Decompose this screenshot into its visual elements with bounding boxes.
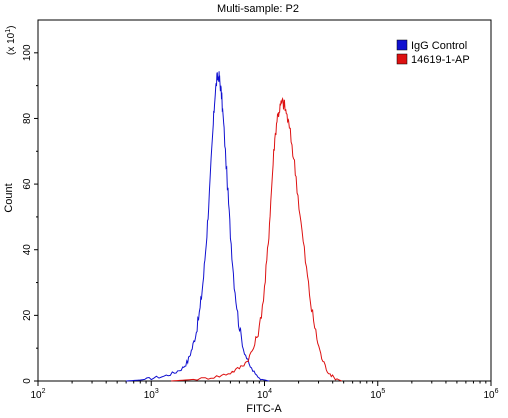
x-tick-label-6: 106 (483, 388, 498, 401)
legend-swatch-0 (396, 39, 408, 51)
x-tick-label-4: 104 (257, 388, 272, 401)
legend-label-1: 14619-1-AP (411, 54, 470, 66)
y-multiplier-exponent: 1 (5, 29, 12, 33)
y-tick-label-100: 100 (22, 44, 33, 61)
y-axis-multiplier: (x 101) (5, 26, 17, 55)
legend-swatch-1 (396, 53, 408, 65)
x-tick-label-2: 102 (30, 388, 45, 401)
y-tick-label-0: 0 (22, 378, 33, 384)
series-line-1 (171, 97, 342, 382)
plot-area: 0 20 40 60 80 100 102 103 104 105 106 (22, 19, 499, 401)
y-tick-label-80: 80 (22, 112, 33, 124)
y-axis-label: Count (3, 183, 15, 212)
y-tick-label-60: 60 (22, 178, 33, 190)
legend-label-0: IgG Control (411, 40, 467, 52)
series-line-0 (126, 71, 270, 382)
chart-title: Multi-sample: P2 (217, 3, 299, 15)
x-axis-label: FITC-A (246, 403, 282, 415)
y-tick-label-40: 40 (22, 244, 33, 256)
plot-frame (37, 19, 492, 382)
x-tick-label-5: 105 (370, 388, 385, 401)
svg-text:(x 101): (x 101) (5, 26, 17, 55)
legend: IgG Control 14619-1-AP (396, 39, 470, 66)
y-tick-label-20: 20 (22, 309, 33, 321)
y-multiplier-text: (x 10 (6, 32, 17, 55)
x-tick-label-3: 103 (144, 388, 159, 401)
